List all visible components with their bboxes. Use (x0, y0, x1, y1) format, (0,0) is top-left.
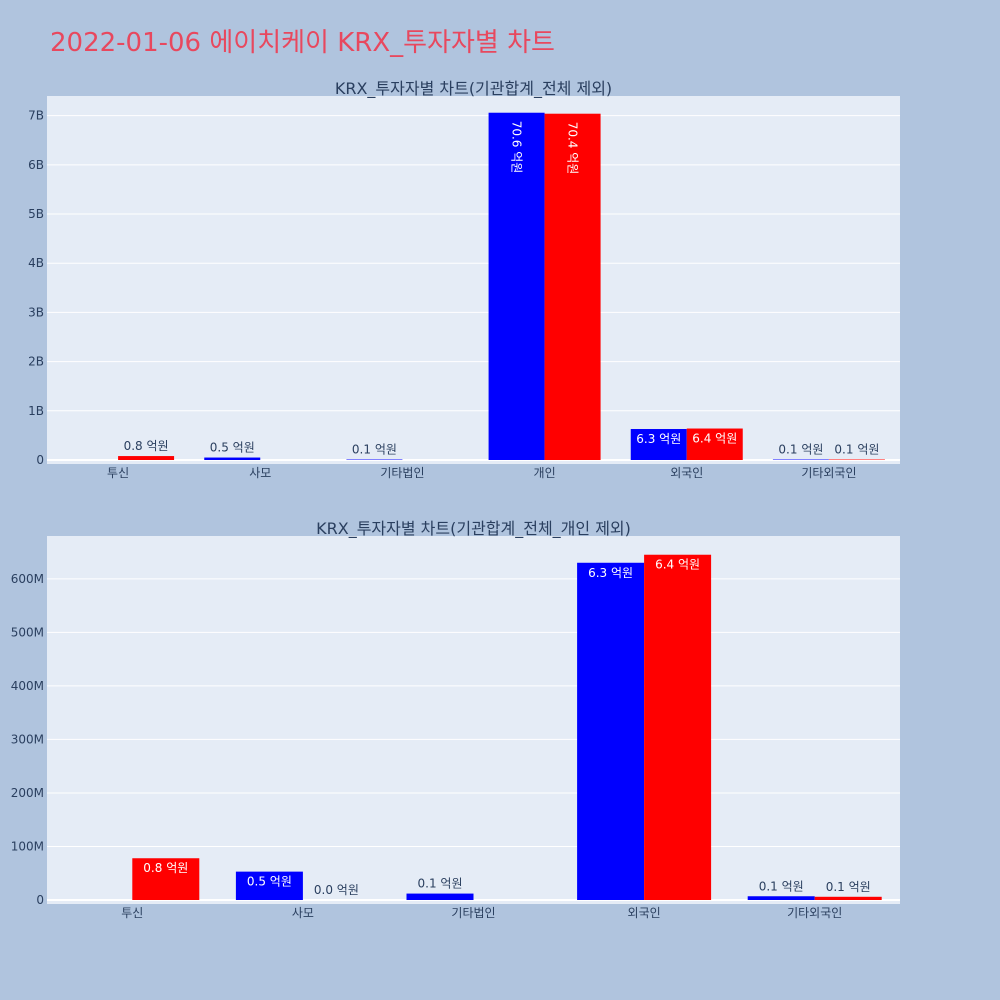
x-tick-label: 기타외국인 (801, 466, 856, 480)
data-label: 0.1 억원 (834, 443, 879, 457)
data-label: 70.4 억원 (566, 122, 580, 175)
data-label: 0.1 억원 (778, 443, 823, 457)
data-label: 0.8 억원 (143, 861, 188, 875)
y-tick-label: 0 (36, 893, 44, 907)
chart-title: KRX_투자자별 차트(기관합계_전체 제외) (335, 79, 612, 99)
data-label: 6.4 억원 (692, 432, 737, 446)
x-tick-label: 기타법인 (380, 466, 424, 480)
y-tick-label: 7B (28, 109, 44, 123)
data-label: 0.5 억원 (210, 441, 255, 455)
y-tick-label: 0 (36, 453, 44, 467)
data-label: 6.3 억원 (588, 566, 633, 580)
chart-bottom: 0 100M 200M 300M 400M 500M 600M KRX_투자자별 차트(기관합… (11, 519, 900, 920)
bar (204, 457, 261, 460)
data-label: 0.1 억원 (352, 443, 397, 457)
bar (686, 428, 743, 460)
bar (577, 562, 645, 900)
bar (630, 429, 687, 460)
bar (544, 113, 601, 461)
x-tick-label: 기타외국인 (787, 906, 842, 920)
plot-area (47, 536, 900, 904)
bar (406, 893, 474, 900)
plot-area (47, 96, 900, 464)
data-label: 0.1 억원 (826, 880, 871, 894)
page-title: 2022-01-06 에이치케이 KRX_투자자별 차트 (50, 28, 555, 58)
bar (488, 112, 545, 460)
y-tick-label: 100M (11, 839, 44, 853)
bar (644, 554, 712, 900)
data-label: 0.5 억원 (247, 875, 292, 889)
x-tick-label: 개인 (534, 466, 556, 480)
bar (235, 871, 303, 900)
bar (132, 858, 200, 900)
bar (814, 896, 882, 900)
y-tick-label: 600M (11, 572, 44, 586)
x-tick-label: 외국인 (628, 906, 661, 920)
data-label: 0.8 억원 (124, 439, 169, 453)
x-tick-label: 투신 (121, 906, 143, 920)
y-tick-label: 200M (11, 786, 44, 800)
x-tick-label: 외국인 (670, 466, 703, 480)
x-tick-label: 투신 (107, 466, 129, 480)
y-tick-label: 300M (11, 732, 44, 746)
y-tick-label: 2B (28, 355, 44, 369)
data-label: 0.1 억원 (759, 879, 804, 893)
data-label: 0.1 억원 (418, 877, 463, 891)
data-label: 70.6 억원 (510, 121, 524, 174)
bar (118, 456, 175, 460)
chart-top: 0 1B 2B 3B 4B 5B 6B 7B KRX_투자자별 차트(기관합계_전체 제외) 투신… (28, 79, 900, 480)
x-tick-label: 사모 (292, 906, 314, 920)
y-tick-label: 6B (28, 158, 44, 172)
y-tick-label: 500M (11, 625, 44, 639)
y-tick-label: 400M (11, 679, 44, 693)
chart-title: KRX_투자자별 차트(기관합계_전체_개인 제외) (316, 519, 631, 539)
y-tick-label: 5B (28, 207, 44, 221)
y-tick-label: 4B (28, 256, 44, 270)
y-tick-label: 1B (28, 404, 44, 418)
data-label: 6.4 억원 (655, 558, 700, 572)
data-label: 0.0 억원 (314, 883, 359, 897)
x-tick-label: 사모 (249, 466, 271, 480)
data-label: 6.3 억원 (636, 432, 681, 446)
bar (747, 896, 815, 900)
x-tick-label: 기타법인 (451, 906, 495, 920)
y-tick-label: 3B (28, 305, 44, 319)
